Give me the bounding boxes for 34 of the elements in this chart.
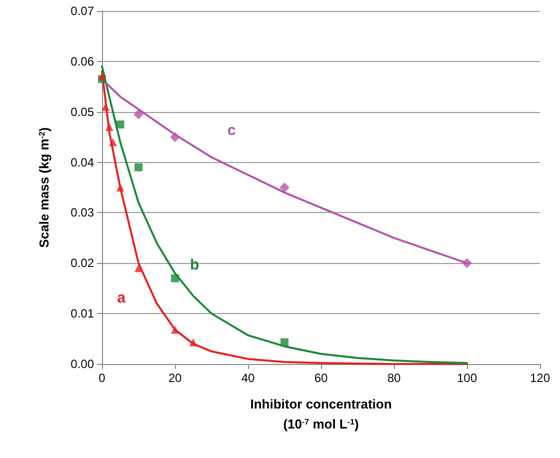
point — [280, 182, 290, 192]
y-axis-title: Scale mass (kg m-2) — [36, 127, 52, 248]
point — [116, 120, 124, 128]
y-tick-label: 0.00 — [70, 357, 94, 371]
point — [116, 184, 124, 192]
series-label: b — [190, 256, 200, 274]
point — [280, 338, 288, 346]
point — [171, 326, 179, 334]
x-tick-label: 0 — [98, 371, 106, 385]
point — [134, 109, 144, 120]
x-tick-label: 80 — [387, 371, 401, 385]
point — [134, 163, 142, 172]
point — [462, 258, 472, 268]
x-tick-label: 20 — [168, 371, 182, 385]
point — [170, 132, 180, 142]
point — [189, 338, 198, 346]
x-tick-label: 40 — [241, 371, 255, 385]
point — [105, 122, 114, 131]
series-label: a — [117, 290, 126, 307]
y-tick-label: 0.03 — [70, 206, 94, 220]
point — [134, 264, 142, 272]
y-tick-label: 0.02 — [70, 256, 94, 270]
y-tick-label: 0.06 — [70, 54, 94, 68]
y-tick-label: 0.04 — [70, 155, 94, 170]
series-label: c — [227, 122, 236, 140]
point — [98, 72, 106, 81]
x-tick-label: 120 — [530, 371, 550, 385]
y-tick-label: 0.01 — [70, 306, 94, 321]
y-tick-label: 0.05 — [70, 104, 94, 119]
point — [108, 138, 117, 146]
y-tick-label: 0.07 — [70, 4, 94, 18]
point — [171, 274, 179, 282]
x-tick-label: 100 — [456, 371, 478, 385]
x-tick-label: 60 — [314, 371, 328, 385]
